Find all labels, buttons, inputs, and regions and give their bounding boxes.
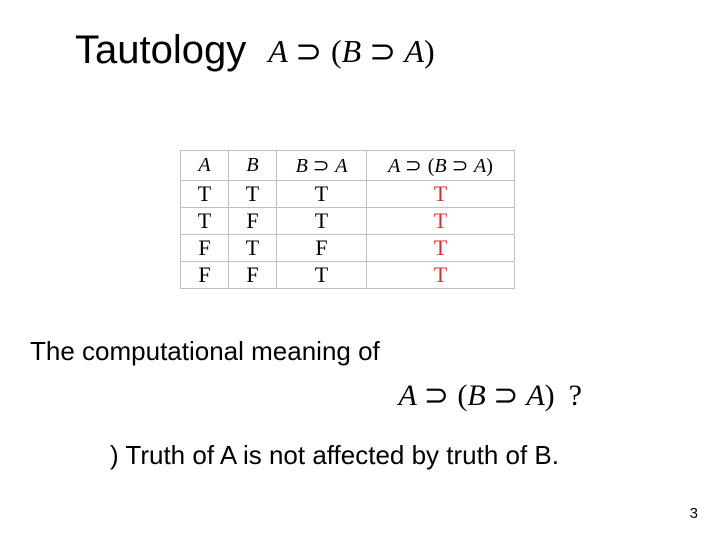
page-number: 3 (690, 505, 698, 522)
title-word: Tautology (75, 28, 246, 73)
truth-table: ABB ⊃ AA ⊃ (B ⊃ A) TTTTTFTTFTFTFFTT (180, 150, 515, 289)
table-cell: T (229, 181, 277, 208)
table-cell: F (277, 235, 367, 262)
table-cell: T (367, 235, 515, 262)
truth-table-container: ABB ⊃ AA ⊃ (B ⊃ A) TTTTTFTTFTFTFFTT (180, 150, 515, 289)
table-cell: T (367, 208, 515, 235)
table-cell: T (277, 181, 367, 208)
table-cell: T (277, 262, 367, 289)
table-cell: T (181, 208, 229, 235)
title-formula: A ⊃ (B ⊃ A) (268, 32, 434, 70)
formula-question: A ⊃ (B ⊃ A)? (398, 378, 582, 413)
table-cell: T (229, 235, 277, 262)
table-cell: F (181, 235, 229, 262)
table-cell: F (229, 208, 277, 235)
table-header-cell: B (229, 151, 277, 181)
table-cell: F (229, 262, 277, 289)
table-row: FTFT (181, 235, 515, 262)
meaning-text: The computational meaning of (30, 336, 380, 367)
table-header-row: ABB ⊃ AA ⊃ (B ⊃ A) (181, 151, 515, 181)
table-row: TTTT (181, 181, 515, 208)
table-body: TTTTTFTTFTFTFFTT (181, 181, 515, 289)
table-cell: T (367, 262, 515, 289)
table-header-cell: B ⊃ A (277, 151, 367, 181)
table-row: FFTT (181, 262, 515, 289)
table-cell: T (367, 181, 515, 208)
table-cell: F (181, 262, 229, 289)
table-cell: T (277, 208, 367, 235)
table-row: TFTT (181, 208, 515, 235)
table-cell: T (181, 181, 229, 208)
conclusion-text: ) Truth of A is not affected by truth of… (110, 440, 559, 471)
table-header-cell: A (181, 151, 229, 181)
title-row: Tautology A ⊃ (B ⊃ A) (75, 28, 435, 73)
table-header-cell: A ⊃ (B ⊃ A) (367, 151, 515, 181)
